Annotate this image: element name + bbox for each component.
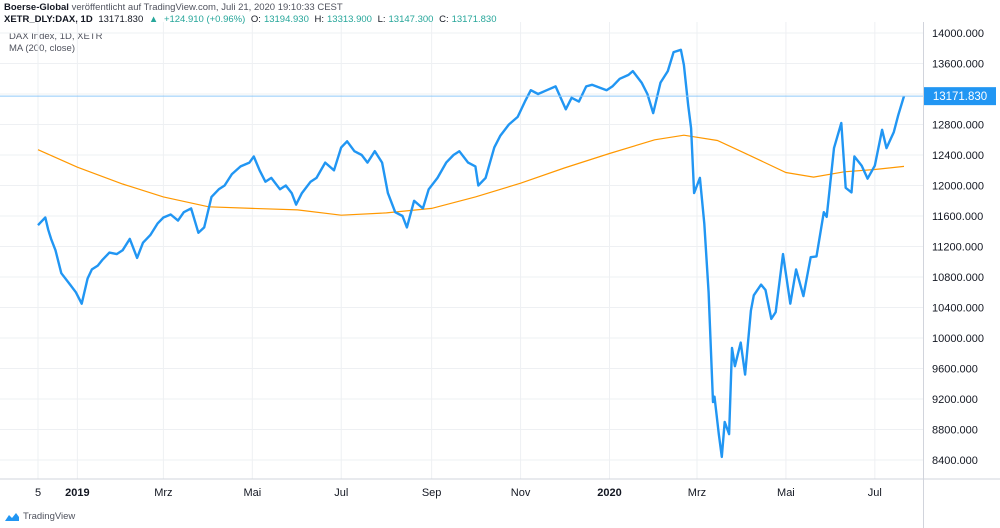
- y-tick-label: 8800.000: [932, 425, 978, 437]
- y-tick-label: 9200.000: [932, 394, 978, 406]
- ma-200-line: [37, 134, 905, 216]
- ma-layer: [37, 134, 905, 216]
- y-tick-label: 13600.000: [932, 59, 984, 71]
- y-tick-label: 11200.000: [932, 242, 983, 254]
- publisher-name[interactable]: Boerse-Global: [4, 2, 69, 13]
- price-layer: [37, 48, 906, 459]
- x-tick-label: Mrz: [688, 487, 706, 499]
- x-tick-label: Mai: [777, 487, 795, 499]
- x-tick-label: Mai: [243, 487, 261, 499]
- chart-legend: DAX Index, 1D, XETR MA (200, close): [9, 31, 102, 55]
- close-value: 13171.830: [451, 14, 497, 25]
- series-title[interactable]: DAX Index, 1D, XETR: [9, 31, 103, 42]
- chart-header: Boerse-Global veröffentlicht auf Trading…: [4, 2, 500, 26]
- y-tick-label: 9600.000: [932, 364, 978, 376]
- x-tick-label: Nov: [511, 487, 531, 499]
- last-price-layer: 13171.830: [0, 87, 996, 106]
- y-axis-ticks: 8400.000 8800.000 9200.000 9600.000 10000.00…: [932, 28, 984, 467]
- x-tick-label: Jul: [868, 487, 882, 499]
- y-tick-label: 11600.000: [932, 211, 983, 223]
- tradingview-logo-icon: [5, 512, 19, 521]
- x-axis-ticks: 5 2019 Mrz Mai Jul Sep Nov 2020 Mrz Mai Jul: [35, 487, 882, 499]
- published-text: veröffentlicht auf TradingView.com, Juli…: [71, 2, 343, 13]
- x-tick-label: 5: [35, 487, 41, 499]
- footer: TradingView: [4, 511, 75, 522]
- y-tick-label: 8400.000: [932, 455, 978, 467]
- x-tick-label: Jul: [334, 487, 348, 499]
- last-price-label-bg: [924, 87, 996, 106]
- x-tick-label: Mrz: [154, 487, 172, 499]
- y-tick-label: 12000.000: [932, 181, 984, 193]
- open-value: 13194.930: [263, 14, 309, 25]
- y-tick-label: 14000.000: [932, 28, 984, 40]
- y-tick-label: 12800.000: [932, 120, 984, 132]
- brand-label[interactable]: TradingView: [23, 511, 76, 522]
- last-price: 13171.830: [98, 14, 144, 25]
- x-tick-label: Sep: [422, 487, 442, 499]
- x-tick-label: 2020: [597, 487, 621, 499]
- close-label: C:: [439, 14, 449, 25]
- symbol-label: XETR_DLY:DAX, 1D: [4, 14, 93, 25]
- y-tick-label: 10000.000: [932, 333, 984, 345]
- last-price-label: 13171.830: [933, 91, 987, 103]
- ma-indicator-title[interactable]: MA (200, close): [9, 43, 75, 54]
- y-tick-label: 12400.000: [932, 150, 984, 162]
- y-tick-label: 10800.000: [932, 272, 984, 284]
- x-tick-label: 2019: [65, 487, 89, 499]
- price-change: +124.910 (+0.96%): [163, 14, 246, 25]
- high-label: H:: [314, 14, 325, 25]
- open-label: O:: [250, 14, 261, 25]
- publisher-row: Boerse-Global veröffentlicht auf Trading…: [4, 2, 500, 14]
- up-arrow-icon: ▲: [148, 14, 159, 25]
- dax-price-line: [37, 48, 906, 459]
- chart-grid: [0, 22, 923, 479]
- ohlc-row: XETR_DLY:DAX, 1D 13171.830 ▲ +124.910 (+…: [4, 14, 500, 26]
- low-value: 13147.300: [388, 14, 434, 25]
- y-tick-label: 10400.000: [932, 303, 984, 315]
- low-label: L:: [377, 14, 386, 25]
- high-value: 13313.900: [327, 14, 372, 25]
